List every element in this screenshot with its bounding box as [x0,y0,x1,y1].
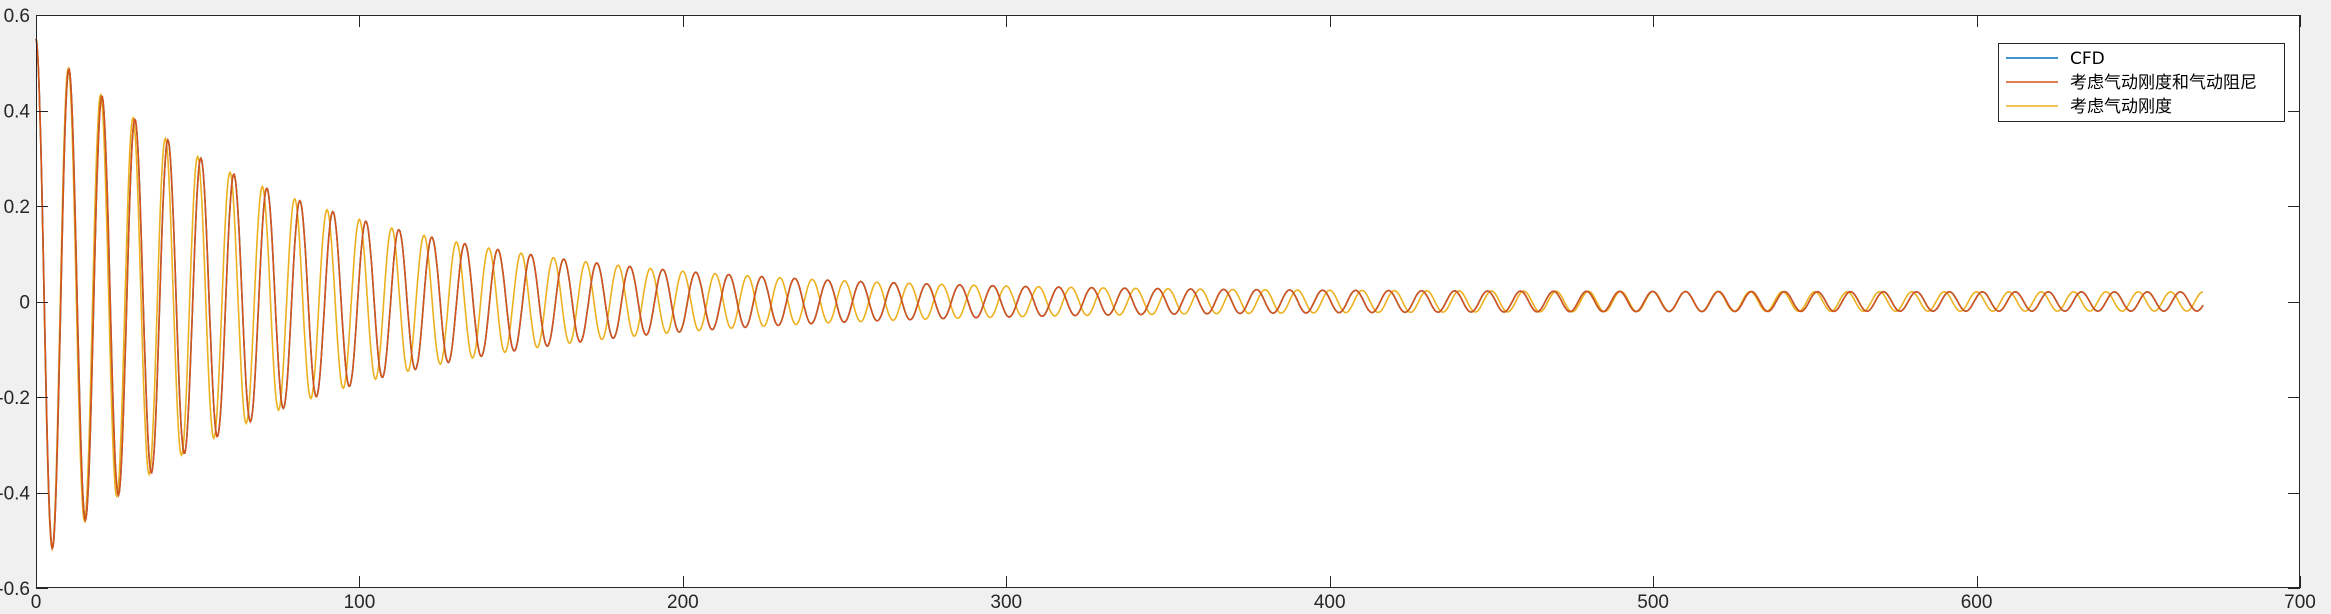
legend-label: 考虑气动刚度 [2070,97,2172,117]
axes-box [36,15,2300,588]
x-tick-label: 200 [667,592,699,613]
ticks-layer: 0 100 200 300 400 500 600 700 0.6 0.4 0.2 0 -0.2 -0.4… [0,6,2316,613]
legend-label: 考虑气动刚度和气动阻尼 [2070,73,2257,93]
x-tick-label: 500 [1637,592,1669,613]
x-tick-label: 700 [2284,592,2316,613]
axes-background [36,15,2300,588]
y-tick-label: -0.2 [0,388,30,409]
y-tick-label: -0.4 [0,484,30,505]
x-tick-label: 600 [1961,592,1993,613]
legend-label: CFD [2070,49,2105,69]
x-tick-label: 300 [990,592,1022,613]
series-layer [35,38,2204,552]
y-tick-label: 0.6 [4,6,30,27]
y-tick-label: 0.2 [4,197,30,218]
x-tick-label: 0 [31,592,42,613]
y-tick-label: 0 [19,293,30,314]
y-tick-label: -0.6 [0,579,30,600]
x-tick-label: 100 [344,592,376,613]
series-line-2 [35,38,2204,552]
series-line-1 [35,38,2204,551]
x-tick-label: 400 [1314,592,1346,613]
y-tick-label: 0.4 [4,102,31,123]
